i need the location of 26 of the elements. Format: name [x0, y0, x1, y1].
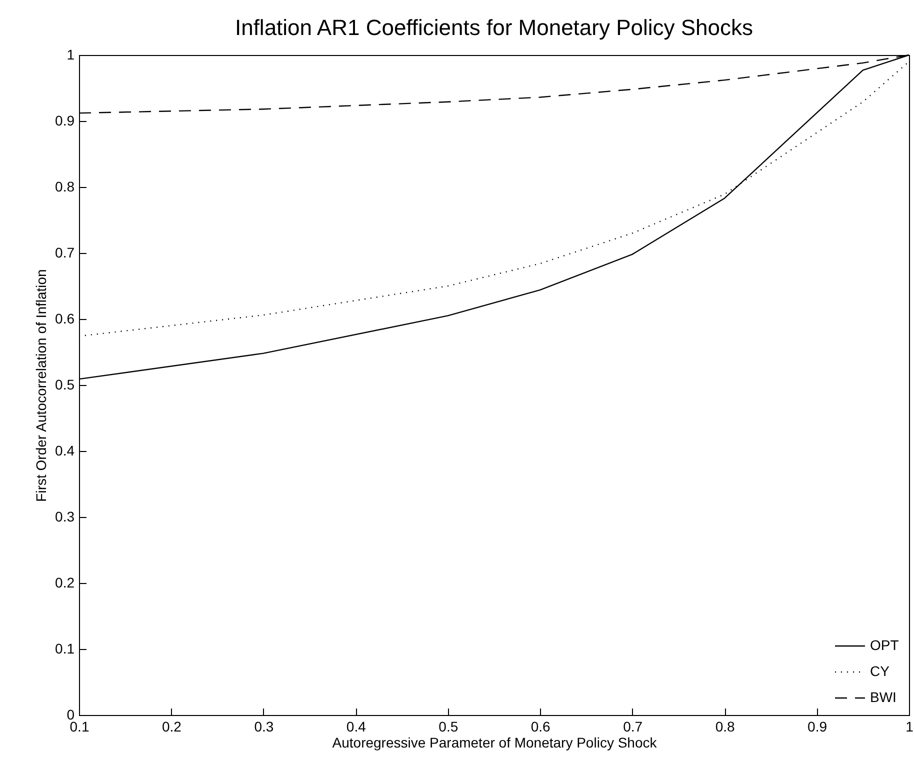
x-tick-label: 0.7: [623, 718, 643, 734]
chart-title: Inflation AR1 Coefficients for Monetary Policy Shocks: [234, 15, 754, 40]
y-tick-label: 0.7: [55, 244, 75, 260]
x-tick-label: 0.9: [808, 718, 828, 734]
x-tick-label: 0.6: [530, 718, 551, 734]
x-tick-label: 0.8: [715, 718, 735, 734]
y-tick-label: 0.4: [55, 442, 75, 458]
y-tick-label: 0.1: [55, 640, 75, 656]
legend-label: BWI: [870, 689, 896, 705]
x-tick-label: 0.5: [438, 718, 458, 734]
legend-label: CY: [870, 663, 890, 679]
x-tick-label: 1: [906, 718, 914, 734]
y-tick-label: 0.9: [55, 112, 75, 128]
x-tick-label: 0.3: [254, 718, 274, 734]
x-tick-label: 0.2: [162, 718, 182, 734]
y-tick-label: 1: [66, 46, 75, 62]
y-tick-label: 0.6: [55, 310, 75, 326]
y-tick-label: 0.5: [55, 376, 75, 392]
y-tick-label: 0: [66, 706, 75, 722]
x-axis-title: Autoregressive Parameter of Monetary Policy Shock: [332, 734, 658, 750]
y-tick-label: 0.3: [55, 508, 75, 524]
y-tick-label: 0.8: [55, 178, 75, 194]
y-axis-title: First Order Autocorrelation of Inflation: [33, 269, 50, 502]
x-tick-label: 0.4: [346, 718, 366, 734]
legend-label: OPT: [870, 637, 900, 653]
y-tick-label: 0.2: [55, 574, 75, 590]
